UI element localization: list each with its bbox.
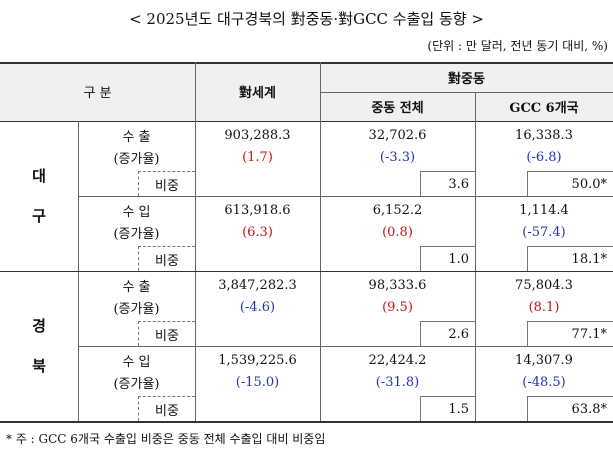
mideast-value: 6,152.2 — [372, 202, 423, 218]
gcc-value: 1,114.4 — [519, 202, 569, 218]
world-value: 903,288.3 — [224, 127, 291, 143]
mideast-share: 3.6 — [420, 171, 475, 196]
rule — [78, 196, 613, 197]
mideast-share: 2.6 — [420, 321, 475, 346]
mideast-value: 32,702.6 — [368, 127, 427, 143]
region-name: 경북 — [32, 317, 46, 375]
rate-label: (증가율) — [113, 301, 160, 317]
mideast-rate: (9.5) — [382, 299, 413, 315]
mideast-value: 98,333.6 — [368, 277, 427, 293]
mideast-rate: (0.8) — [382, 224, 413, 240]
rule — [475, 92, 476, 421]
title: < 2025년도 대구경북의 對중동·對GCC 수출입 동향 > — [129, 9, 484, 28]
region-name: 대구 — [32, 167, 46, 225]
share-label: 비중 — [138, 396, 195, 421]
rule — [320, 92, 613, 93]
header-bg — [0, 62, 613, 121]
header-mideast: 중동 전체 — [371, 101, 424, 116]
header-category: 구 분 — [83, 86, 112, 101]
gcc-rate: (-57.4) — [522, 224, 566, 240]
rule — [78, 346, 613, 347]
row-label: 수 출 — [122, 129, 151, 145]
mideast-share: 1.0 — [420, 246, 475, 271]
world-value: 1,539,225.6 — [218, 352, 297, 368]
world-rate: (6.3) — [242, 224, 273, 240]
rule — [0, 421, 613, 423]
world-rate: (-4.6) — [239, 299, 276, 315]
rule — [0, 271, 613, 272]
gcc-rate: (-6.8) — [526, 149, 562, 165]
header-group: 對중동 — [448, 71, 485, 87]
rule — [0, 62, 613, 64]
row-label: 수 출 — [122, 279, 151, 295]
header-gcc: GCC 6개국 — [509, 101, 579, 116]
gcc-share: 63.8* — [527, 396, 613, 421]
mideast-rate: (-3.3) — [379, 149, 416, 165]
rule — [0, 121, 613, 122]
row-label: 수 입 — [122, 354, 151, 370]
rate-label: (증가율) — [113, 226, 160, 242]
rate-label: (증가율) — [113, 376, 160, 392]
gcc-rate: (8.1) — [528, 299, 560, 315]
rate-label: (증가율) — [113, 151, 160, 167]
rule — [195, 62, 196, 421]
mideast-value: 22,424.2 — [368, 352, 427, 368]
header-world: 對세계 — [239, 86, 276, 101]
mideast-share: 1.5 — [420, 396, 475, 421]
gcc-share: 77.1* — [527, 321, 613, 346]
share-label: 비중 — [138, 246, 195, 271]
mideast-rate: (-31.8) — [375, 374, 420, 390]
unit: (단위 : 만 달러, 전년 동기 대비, %) — [427, 38, 608, 53]
gcc-value: 75,804.3 — [515, 277, 573, 293]
world-rate: (1.7) — [242, 149, 273, 165]
gcc-value: 14,307.9 — [515, 352, 573, 368]
share-label: 비중 — [138, 321, 195, 346]
world-value: 3,847,282.3 — [218, 277, 297, 293]
gcc-share: 18.1* — [527, 246, 613, 271]
gcc-value: 16,338.3 — [515, 127, 573, 143]
world-value: 613,918.6 — [224, 202, 291, 218]
footnote: * 주 : GCC 6개국 수출입 비중은 중동 전체 수출입 대비 비중임 — [6, 431, 326, 446]
world-rate: (-15.0) — [235, 374, 280, 390]
row-label: 수 입 — [122, 204, 151, 220]
rule — [320, 62, 321, 421]
share-label: 비중 — [138, 171, 195, 196]
gcc-share: 50.0* — [527, 171, 613, 196]
gcc-rate: (-48.5) — [522, 374, 566, 390]
